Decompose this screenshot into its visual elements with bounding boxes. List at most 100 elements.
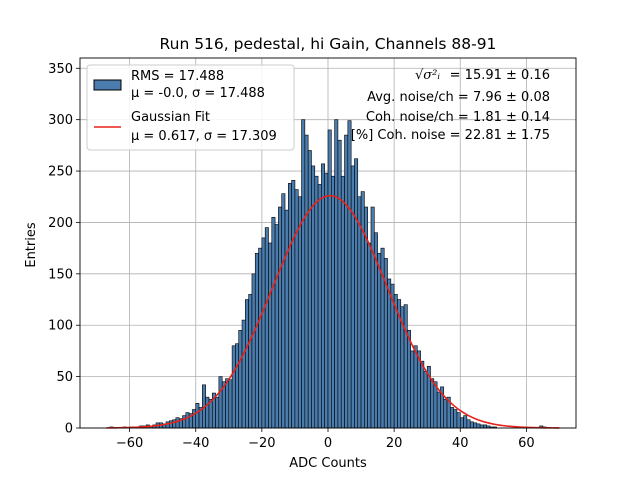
histogram-bar <box>251 273 256 429</box>
histogram-bar <box>416 350 421 429</box>
histogram-bar <box>291 180 296 429</box>
histogram-bar <box>301 119 306 429</box>
histogram-bar <box>459 417 464 429</box>
histogram-bar <box>347 120 352 429</box>
histogram-bar <box>268 242 273 429</box>
annotation-sigma-symbol: √σ²ᵢ <box>415 68 440 83</box>
annotation-coh-noise-percent: [%] Coh. noise = 22.81 ± 1.75 <box>351 128 550 143</box>
histogram-bar <box>264 227 269 429</box>
annotation-coh-noise: Coh. noise/ch = 1.81 ± 0.14 <box>366 110 550 125</box>
histogram-bar <box>205 396 210 429</box>
histogram-bar <box>238 330 243 429</box>
y-tick-label: 150 <box>48 267 73 282</box>
histogram-bar <box>393 294 398 429</box>
histogram-bar <box>225 378 230 429</box>
histogram-bar <box>274 224 279 429</box>
histogram-bar <box>327 129 332 429</box>
y-axis-label: Entries <box>24 222 39 268</box>
histogram-bar <box>436 391 441 429</box>
y-tick-label: 250 <box>48 165 73 180</box>
histogram-bar <box>314 175 319 429</box>
histogram-bar <box>473 422 478 429</box>
histogram-bar <box>390 283 395 429</box>
histogram-bar <box>271 217 276 429</box>
histogram-bar <box>344 134 349 429</box>
histogram-bar <box>324 172 329 429</box>
histogram-bar <box>165 421 170 429</box>
y-tick-label: 200 <box>48 216 73 231</box>
histogram-bar <box>182 415 187 429</box>
histogram-bar <box>377 252 382 429</box>
x-tick-label: −20 <box>248 436 275 451</box>
y-tick-label: 0 <box>65 422 73 437</box>
histogram-bar <box>387 278 392 429</box>
histogram-bar <box>433 381 438 429</box>
histogram-bar <box>304 134 309 429</box>
histogram-bar <box>479 424 484 429</box>
histogram-bar <box>350 165 355 429</box>
y-axis-ticks: 0 50 100 150 200 250 300 350 <box>48 62 80 437</box>
histogram-bar <box>367 242 372 429</box>
histogram-bar <box>317 184 322 429</box>
histogram-bar <box>168 420 173 429</box>
histogram-bar <box>185 412 190 429</box>
histogram-bar <box>334 119 339 429</box>
histogram-bar <box>241 319 246 429</box>
histogram-bar <box>321 163 325 429</box>
histogram-bar <box>297 196 302 429</box>
histogram-bar <box>340 175 345 429</box>
histogram-bar <box>294 189 299 429</box>
histogram-bar <box>407 330 411 429</box>
legend: RMS = 17.488 μ = -0.0, σ = 17.488 Gaussi… <box>86 64 295 151</box>
histogram-bar <box>172 419 177 429</box>
x-axis-ticks: −60 −40 −20 0 20 40 60 <box>116 428 535 451</box>
y-tick-label: 100 <box>48 319 73 334</box>
x-tick-label: 60 <box>518 436 535 451</box>
histogram-bar <box>228 379 233 429</box>
histogram-bar <box>483 424 488 429</box>
histogram-bar <box>284 209 289 429</box>
y-tick-label: 300 <box>48 113 73 128</box>
histogram-bar <box>476 423 481 429</box>
histogram-bar <box>278 206 283 429</box>
histogram-bar <box>357 196 362 429</box>
histogram-bar <box>248 294 253 429</box>
annotation-sigma-value: = 15.91 ± 0.16 <box>450 68 550 83</box>
histogram-bar <box>420 360 425 429</box>
histogram-bar <box>466 419 471 429</box>
x-tick-label: 20 <box>386 436 403 451</box>
histogram-bar <box>453 409 458 429</box>
histogram-bar <box>423 371 428 429</box>
legend-fit-label-line1: Gaussian Fit <box>131 110 210 125</box>
histogram-bar <box>430 378 435 429</box>
legend-box <box>86 64 295 151</box>
histogram-bar <box>331 175 335 429</box>
histogram-bar <box>258 247 263 429</box>
histogram-bar <box>245 299 249 429</box>
annotation-avg-noise: Avg. noise/ch = 7.96 ± 0.08 <box>367 90 550 105</box>
histogram-bar <box>218 376 223 429</box>
histogram-bar <box>235 343 240 429</box>
histogram-bar <box>413 345 418 429</box>
x-tick-label: −40 <box>182 436 209 451</box>
histogram-bar <box>307 150 312 429</box>
histogram-bar <box>469 421 474 429</box>
histogram-bar <box>450 407 454 429</box>
y-tick-label: 350 <box>48 62 73 77</box>
histogram-bar <box>443 398 448 429</box>
x-tick-label: 40 <box>452 436 469 451</box>
histogram-bar <box>281 193 286 429</box>
histogram-bar <box>215 396 220 429</box>
histogram-bar <box>254 252 259 429</box>
legend-histogram-label-line2: μ = -0.0, σ = 17.488 <box>131 86 265 101</box>
y-tick-label: 50 <box>56 370 73 385</box>
histogram-bar <box>175 417 180 429</box>
x-axis-label: ADC Counts <box>289 456 367 471</box>
histogram-bar <box>410 350 415 429</box>
histogram-bar <box>463 415 468 429</box>
gaussian-fit-line <box>106 194 560 429</box>
histogram-bar <box>261 237 266 429</box>
x-tick-label: 0 <box>324 436 332 451</box>
noise-annotations: = 15.91 ± 0.16 √σ²ᵢ Avg. noise/ch = 7.96… <box>351 68 550 143</box>
